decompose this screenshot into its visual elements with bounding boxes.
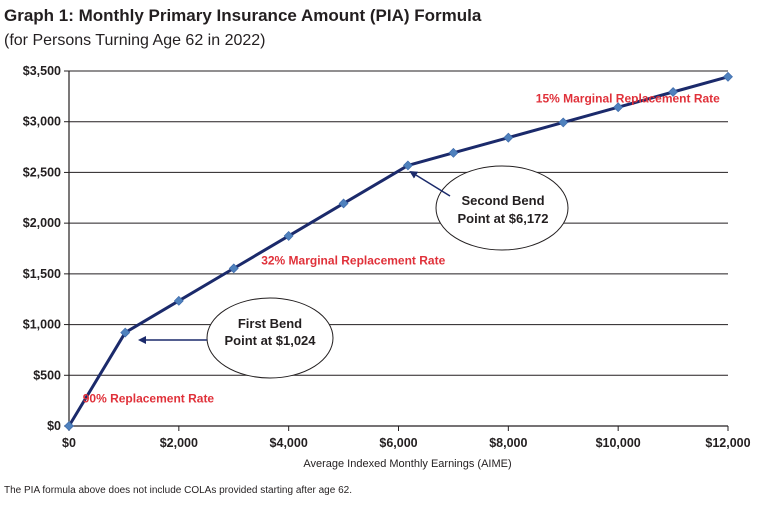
- second-bend-ellipse: [435, 165, 569, 251]
- data-point-3000: [228, 263, 239, 274]
- first-bend-line-1: First Bend: [238, 316, 302, 331]
- y-tick-label: $2,500: [23, 165, 61, 179]
- first-bend-line-2: Point at $1,024: [224, 333, 316, 348]
- y-tick-label: $2,000: [23, 216, 61, 230]
- y-axis-ticks: $0 $500 $1,000 $1,500 $2,000 $2,500 $3,000 $3,5…: [23, 64, 69, 433]
- x-axis-ticks: $0 $2,000 $4,000 $6,000 $8,000 $10,000 $12,000: [62, 426, 751, 450]
- x-tick-label: $8,000: [489, 436, 527, 450]
- second-bend-arrow: [409, 170, 451, 197]
- data-point-7000: [448, 147, 459, 158]
- first-bend-ellipse: [206, 297, 334, 379]
- y-tick-label: $500: [33, 368, 61, 382]
- data-point-11000: [668, 87, 679, 97]
- data-point-1024: [120, 327, 131, 338]
- data-point-12000: [723, 71, 733, 82]
- second-bend-line-1: Second Bend: [461, 193, 544, 208]
- y-tick-label: $3,000: [23, 115, 61, 129]
- chart-title: Graph 1: Monthly Primary Insurance Amoun…: [4, 6, 482, 25]
- annotation-rate32: 32% Marginal Replacement Rate: [261, 254, 445, 268]
- x-tick-label: $12,000: [705, 436, 750, 450]
- y-tick-label: $1,500: [23, 267, 61, 281]
- data-point-9000: [558, 117, 569, 128]
- x-axis-label: Average Indexed Monthly Earnings (AIME): [303, 458, 511, 470]
- x-tick-label: $4,000: [270, 436, 308, 450]
- rate-annotations: 90% Replacement Rate 32% Marginal Replace…: [83, 91, 720, 405]
- data-point-2000: [173, 295, 184, 306]
- x-tick-label: $10,000: [596, 436, 641, 450]
- data-point-4000: [283, 230, 294, 241]
- grid-lines: [69, 70, 728, 376]
- data-point-8000: [503, 132, 514, 143]
- data-point-0: [64, 421, 74, 431]
- first-bend-callout: First Bend Point at $1,024: [138, 297, 334, 379]
- data-point-5000: [338, 198, 349, 209]
- data-point-6172: [403, 160, 413, 171]
- series-line-pia: [67, 75, 729, 427]
- data-markers: [64, 71, 733, 431]
- data-point-10000: [613, 102, 624, 113]
- second-bend-line-2: Point at $6,172: [457, 211, 548, 226]
- footnote: The PIA formula above does not include C…: [4, 485, 352, 496]
- y-tick-label: $0: [47, 419, 61, 433]
- y-tick-label: $3,500: [23, 64, 61, 78]
- x-tick-label: $2,000: [160, 436, 198, 450]
- annotation-rate15: 15% Marginal Replacement Rate: [536, 91, 720, 105]
- y-tick-label: $1,000: [23, 318, 61, 332]
- x-tick-label: $0: [62, 436, 76, 450]
- annotation-rate90: 90% Replacement Rate: [83, 392, 215, 406]
- second-bend-callout: Second Bend Point at $6,172: [409, 165, 569, 251]
- chart-subtitle: (for Persons Turning Age 62 in 2022): [4, 32, 266, 49]
- x-tick-label: $6,000: [379, 436, 417, 450]
